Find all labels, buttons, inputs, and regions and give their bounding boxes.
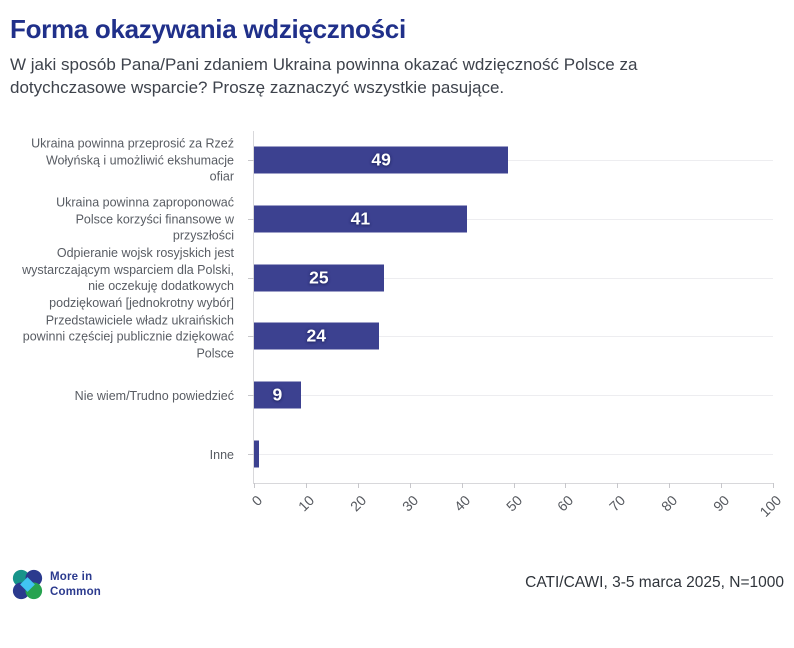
plot-area: 49 41 25 24 9 0 10 20 30 40 50 60 70 80 90 100: [248, 131, 784, 520]
category-tick: [248, 453, 254, 455]
bar-2: 25: [254, 264, 384, 292]
x-axis-tick-label: 50: [502, 492, 525, 515]
x-axis-tick-label: 20: [346, 492, 370, 515]
category-tick: [248, 395, 254, 396]
footer-logo: More in Common: [12, 569, 101, 600]
category-tick: [248, 160, 254, 162]
bar-value-label: 41: [350, 208, 371, 229]
category-label-4: Nie wiem/Trudno powiedzieć: [74, 388, 234, 403]
page-title: Forma okazywania wdzięczności: [10, 14, 406, 44]
x-axis-tick: [461, 483, 463, 488]
bar-0: 49: [254, 146, 509, 174]
logo-wordmark-line2: Common: [50, 585, 102, 598]
x-axis-tick: [669, 483, 671, 488]
x-axis-tick-label: 60: [554, 492, 577, 515]
x-axis-tick-label: 90: [710, 492, 733, 515]
category-label-1: Ukraina powinna zaproponować Polsce korz…: [56, 195, 234, 243]
more-in-common-logo-icon: [12, 569, 43, 600]
x-axis-tick: [617, 483, 619, 488]
x-axis-tick-label: 80: [658, 492, 681, 515]
bar-value-label: 24: [306, 325, 326, 346]
bar-value-label: 49: [371, 149, 391, 170]
bar-3: 24: [254, 322, 379, 350]
x-axis-tick: [254, 483, 255, 488]
x-axis-tick-label: 70: [606, 492, 629, 515]
bar-value-label: 9: [272, 384, 283, 405]
category-label-2: Odpieranie wojsk rosyjskich jest wystarc…: [22, 246, 234, 310]
x-axis-tick: [565, 483, 567, 488]
bar-4: 9: [254, 381, 301, 409]
gridline: [254, 453, 773, 455]
x-axis-tick-label: 30: [398, 492, 422, 515]
x-axis-tick: [305, 483, 307, 488]
bar-value-label: 25: [309, 267, 329, 288]
category-tick: [248, 277, 254, 279]
x-axis-tick-label: 0: [248, 492, 266, 509]
x-axis-tick: [409, 483, 411, 488]
x-axis-tick-label: 40: [450, 492, 473, 515]
x-axis-tick: [773, 483, 774, 488]
category-label-0: Ukraina powinna przeprosić za Rzeź Wołyń…: [31, 136, 234, 184]
bar-5: [254, 440, 260, 468]
x-axis-tick-label: 10: [294, 492, 318, 515]
source-note: CATI/CAWI, 3-5 marca 2025, N=1000: [525, 574, 784, 591]
gridline: [254, 395, 773, 396]
gridline: [254, 219, 773, 220]
category-tick: [248, 336, 254, 338]
category-axis-labels: Ukraina powinna przeprosić za Rzeź Wołyń…: [0, 131, 244, 484]
bar-1: 41: [254, 205, 467, 233]
category-tick: [248, 219, 254, 220]
category-label-3: Przedstawiciele władz ukraińskich powinn…: [22, 313, 234, 361]
x-axis-tick-label: 100: [756, 492, 785, 520]
page-subtitle: W jaki sposób Pana/Pani zdaniem Ukraina …: [10, 55, 638, 97]
gridline: [254, 277, 773, 279]
gridline: [254, 160, 773, 162]
x-axis-tick: [513, 483, 515, 488]
gridline: [254, 336, 773, 338]
logo-wordmark-line1: More in: [50, 571, 93, 584]
category-label-5: Inne: [209, 447, 234, 462]
x-axis-tick: [721, 483, 723, 488]
logo-wordmark: More in Common: [50, 570, 101, 599]
x-axis-tick: [357, 483, 359, 488]
